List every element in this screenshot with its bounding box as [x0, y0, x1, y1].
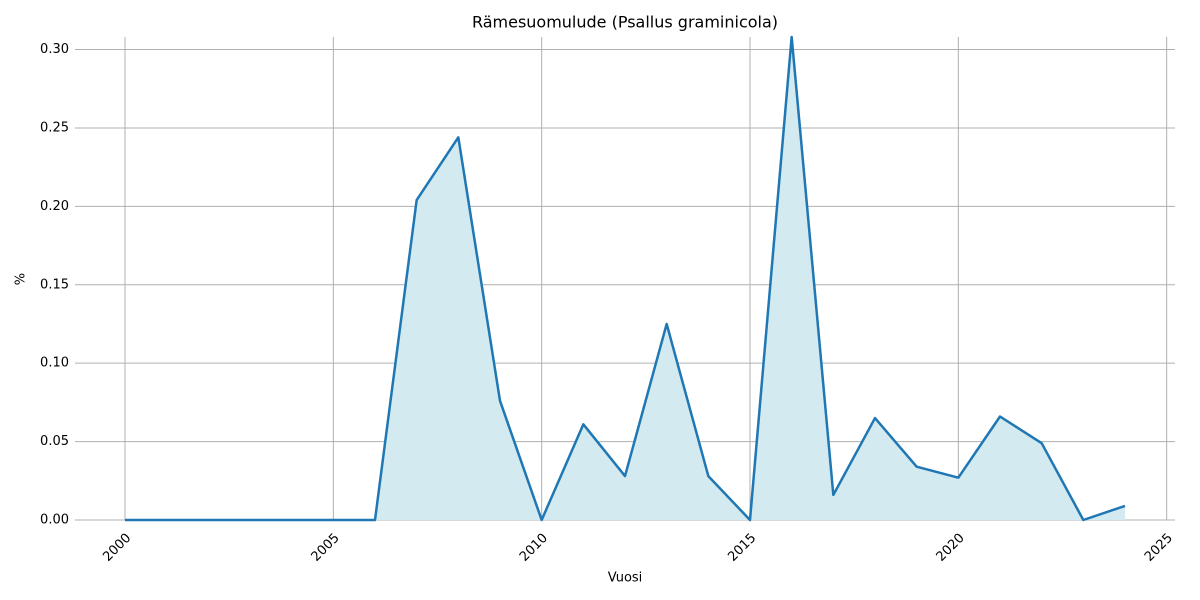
y-tick-label: 0.20	[40, 199, 69, 214]
y-tick-label: 0.05	[40, 434, 69, 449]
y-tick-label: 0.30	[40, 42, 69, 57]
line	[125, 35, 1126, 522]
x-axis-label: Vuosi	[608, 571, 643, 586]
x-tick-label: 2005	[309, 531, 343, 565]
x-tick-label: 2000	[100, 531, 134, 565]
x-tick-label: 2015	[725, 531, 759, 565]
x-tick-label: 2010	[517, 531, 551, 565]
y-axis-label: %	[14, 273, 29, 285]
y-tick-label: 0.10	[40, 356, 69, 371]
chart-title: Rämesuomulude (Psallus graminicola)	[472, 13, 778, 32]
x-tick-label: 2025	[1142, 531, 1176, 565]
y-tick-label: 0.00	[40, 513, 69, 528]
y-tick-label: 0.25	[40, 120, 69, 135]
y-tick-label: 0.15	[40, 277, 69, 292]
area	[125, 37, 1125, 520]
x-tick-label: 2020	[934, 531, 968, 565]
